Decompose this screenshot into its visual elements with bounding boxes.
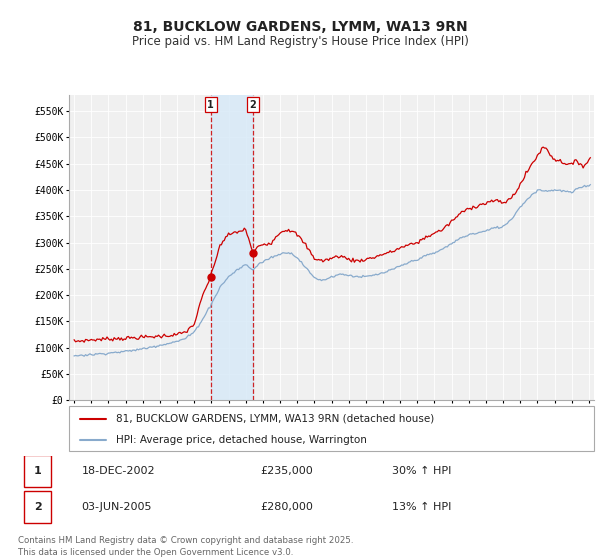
Text: 13% ↑ HPI: 13% ↑ HPI	[392, 502, 452, 512]
FancyBboxPatch shape	[24, 491, 52, 524]
Text: 1: 1	[34, 466, 41, 476]
Text: 81, BUCKLOW GARDENS, LYMM, WA13 9RN (detached house): 81, BUCKLOW GARDENS, LYMM, WA13 9RN (det…	[116, 413, 434, 423]
Text: 30% ↑ HPI: 30% ↑ HPI	[392, 466, 452, 476]
Text: 2: 2	[34, 502, 41, 512]
Text: £280,000: £280,000	[260, 502, 313, 512]
Text: HPI: Average price, detached house, Warrington: HPI: Average price, detached house, Warr…	[116, 435, 367, 445]
Text: Price paid vs. HM Land Registry's House Price Index (HPI): Price paid vs. HM Land Registry's House …	[131, 35, 469, 48]
Text: 03-JUN-2005: 03-JUN-2005	[82, 502, 152, 512]
FancyBboxPatch shape	[24, 455, 52, 487]
FancyBboxPatch shape	[69, 406, 594, 451]
Text: 81, BUCKLOW GARDENS, LYMM, WA13 9RN: 81, BUCKLOW GARDENS, LYMM, WA13 9RN	[133, 20, 467, 34]
Text: 18-DEC-2002: 18-DEC-2002	[82, 466, 155, 476]
Text: Contains HM Land Registry data © Crown copyright and database right 2025.
This d: Contains HM Land Registry data © Crown c…	[18, 536, 353, 557]
Bar	[211, 95, 253, 400]
Text: 1: 1	[208, 100, 214, 110]
Text: 2: 2	[250, 100, 256, 110]
Text: £235,000: £235,000	[260, 466, 313, 476]
